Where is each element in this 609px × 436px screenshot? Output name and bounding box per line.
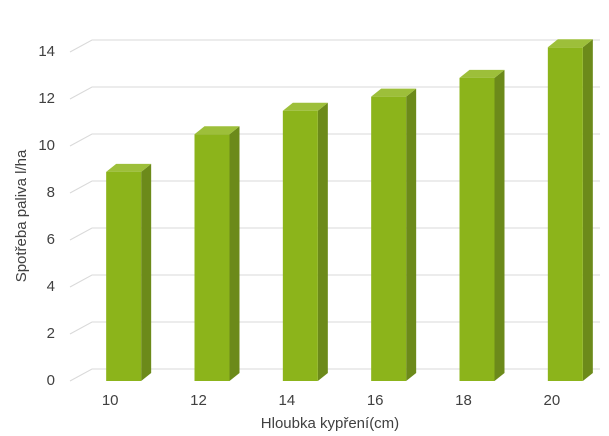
- bar-side: [494, 69, 505, 381]
- bar-top: [282, 102, 328, 111]
- bar-top: [371, 88, 417, 97]
- bar: [194, 126, 240, 381]
- bar-front: [106, 171, 142, 381]
- bar-front: [459, 77, 495, 381]
- bar-front: [547, 47, 583, 382]
- y-tick-label: 6: [47, 231, 55, 248]
- bar: [282, 102, 328, 381]
- bar-side: [582, 39, 593, 382]
- grid-line: [69, 133, 600, 147]
- bar-side: [141, 163, 152, 381]
- bar-front: [282, 110, 318, 381]
- grid-line: [69, 321, 600, 335]
- x-tick-label: 10: [102, 392, 119, 409]
- bar-top: [194, 126, 240, 135]
- y-tick-label: 14: [38, 43, 55, 60]
- grid-line: [69, 274, 600, 288]
- bar-top: [459, 69, 505, 78]
- bar: [547, 39, 593, 382]
- bar: [371, 88, 417, 382]
- y-tick-label: 2: [47, 325, 55, 342]
- bar-side: [229, 126, 240, 381]
- grid-line: [69, 39, 600, 53]
- y-tick-label: 0: [47, 372, 55, 389]
- grid-line: [69, 86, 600, 100]
- grid-line: [69, 180, 600, 194]
- x-tick-label: 12: [190, 392, 207, 409]
- bar-side: [406, 88, 417, 382]
- y-axis-label: Spotřeba paliva l/ha: [13, 149, 30, 282]
- bar-front: [371, 96, 407, 382]
- grid-line: [69, 227, 600, 241]
- bar-top: [106, 163, 152, 172]
- y-tick-label: 10: [38, 137, 55, 154]
- y-tick-label: 4: [47, 278, 55, 295]
- bar: [106, 163, 152, 381]
- x-axis-label: Hloubka kypření(cm): [261, 415, 399, 432]
- bar-front: [194, 134, 230, 381]
- grid-line: [69, 368, 600, 382]
- bar-side: [317, 102, 328, 381]
- x-tick-label: 20: [543, 392, 560, 409]
- y-tick-label: 8: [47, 184, 55, 201]
- bar: [459, 69, 505, 381]
- x-tick-label: 18: [455, 392, 472, 409]
- x-tick-label: 14: [278, 392, 295, 409]
- x-tick-label: 16: [367, 392, 384, 409]
- y-tick-label: 12: [38, 90, 55, 107]
- bar-top: [547, 39, 593, 48]
